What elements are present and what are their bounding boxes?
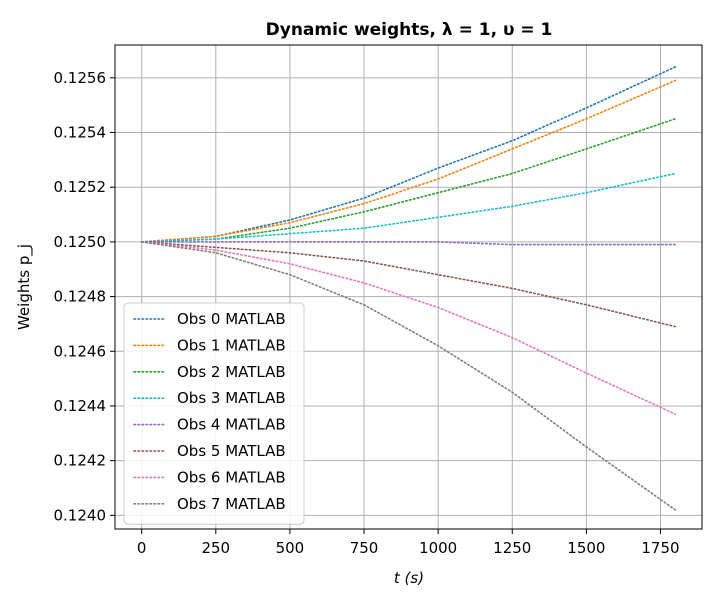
series-line-obs-4	[140, 241, 677, 246]
plot-frame	[114, 44, 703, 530]
series-line-obs-7	[140, 241, 677, 511]
y-tick-label: 0.1240	[54, 506, 107, 524]
x-tick-label: 1000	[419, 539, 457, 557]
y-tick-label: 0.1252	[54, 178, 107, 196]
legend-entry-label: Obs 2 MATLAB	[177, 363, 286, 381]
x-tick-label: 1500	[567, 539, 605, 557]
x-tick-label: 750	[350, 539, 379, 557]
series-line-obs-3	[140, 172, 677, 243]
legend-entry-label: Obs 3 MATLAB	[177, 389, 286, 407]
x-axis-label: t (s)	[394, 569, 424, 587]
y-tick-label: 0.1256	[54, 69, 107, 87]
y-tick-label: 0.1254	[54, 124, 107, 142]
legend-entry-label: Obs 7 MATLAB	[177, 495, 286, 513]
y-tick-label: 0.1244	[54, 397, 107, 415]
series-line-obs-5	[140, 241, 677, 328]
y-tick-label: 0.1246	[54, 342, 107, 360]
series-line-obs-1	[140, 79, 677, 243]
y-tick-label: 0.1250	[54, 233, 107, 251]
y-axis-ticks: 0.1240 0.1242 0.1244 0.1246 0.1248 0.1250 0.12…	[54, 69, 115, 524]
legend-entry-label: Obs 5 MATLAB	[177, 442, 286, 460]
series-line-obs-0	[140, 66, 677, 243]
series-line-obs-6	[140, 241, 677, 416]
legend-entry-label: Obs 1 MATLAB	[177, 336, 286, 354]
series-line-obs-2	[140, 118, 677, 243]
x-tick-label: 1250	[493, 539, 531, 557]
legend-entry-label: Obs 0 MATLAB	[177, 310, 286, 328]
x-tick-label: 500	[276, 539, 305, 557]
y-tick-label: 0.1248	[54, 288, 107, 306]
legend: Obs 0 MATLAB Obs 1 MATLAB Obs 2 MATLAB Obs …	[123, 302, 305, 525]
legend-entry-label: Obs 4 MATLAB	[177, 416, 286, 434]
x-tick-label: 250	[201, 539, 230, 557]
chart-title: Dynamic weights, λ = 1, υ = 1	[266, 20, 553, 40]
legend-box	[123, 302, 305, 525]
legend-entry-label: Obs 6 MATLAB	[177, 468, 286, 486]
series-lines	[140, 66, 677, 511]
x-tick-label: 0	[137, 539, 147, 557]
x-tick-label: 1750	[641, 539, 679, 557]
y-tick-label: 0.1242	[54, 452, 107, 470]
x-axis-ticks: 0 250 500 750 1000 1250 1500 1750	[137, 529, 680, 557]
y-axis-label: Weights p_j	[15, 244, 34, 330]
